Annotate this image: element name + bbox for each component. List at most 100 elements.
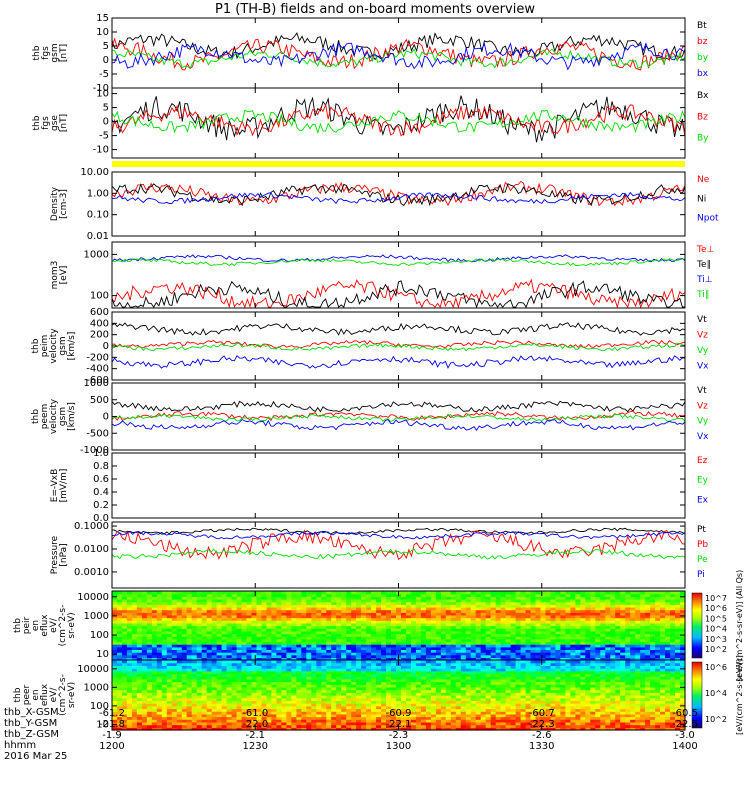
spectrogram-cell bbox=[221, 670, 228, 675]
spectrogram-cell bbox=[515, 614, 522, 619]
y-axis-label: gsm bbox=[50, 43, 60, 62]
spectrogram-cell bbox=[670, 622, 676, 627]
spectrogram-cell bbox=[186, 695, 193, 699]
spectrogram-cell bbox=[256, 599, 263, 603]
spectrogram-cell bbox=[570, 599, 576, 603]
spectrogram-cell bbox=[226, 628, 233, 632]
spectrogram-cell bbox=[650, 636, 656, 640]
spectrogram-cell bbox=[166, 649, 173, 653]
spectrogram-cell bbox=[540, 601, 547, 605]
spectrogram-cell bbox=[216, 719, 223, 723]
spectrogram-cell bbox=[316, 609, 322, 613]
spectrogram-cell bbox=[555, 649, 562, 653]
spectrogram-cell bbox=[122, 657, 128, 661]
spectrogram-cell bbox=[226, 614, 233, 619]
spectrogram-cell bbox=[316, 622, 322, 627]
spectrogram-cell bbox=[610, 599, 616, 603]
spectrogram-cell bbox=[670, 657, 676, 661]
spectrogram-cell bbox=[415, 705, 422, 710]
spectrogram-cell bbox=[166, 646, 173, 650]
spectrogram-cell bbox=[286, 695, 292, 699]
spectrogram-cell bbox=[386, 692, 392, 696]
spectrogram-cell bbox=[181, 697, 188, 701]
spectrogram-cell bbox=[485, 625, 492, 629]
spectrogram-cell bbox=[565, 620, 571, 624]
spectrogram-cell bbox=[296, 673, 302, 677]
spectrogram-cell bbox=[246, 681, 253, 685]
spectrogram-cell bbox=[281, 713, 287, 718]
spectrogram-cell bbox=[415, 638, 422, 643]
spectrogram-cell bbox=[376, 678, 382, 683]
spectrogram-cell bbox=[525, 638, 532, 643]
spectrogram-cell bbox=[435, 657, 442, 661]
spectrogram-cell bbox=[425, 601, 432, 605]
spectrogram-cell bbox=[286, 670, 292, 675]
spectrogram-cell bbox=[311, 649, 317, 653]
spectrogram-cell bbox=[545, 593, 552, 597]
spectrogram-cell bbox=[201, 596, 208, 600]
spectrogram-cell bbox=[216, 617, 223, 621]
spectrogram-cell bbox=[171, 713, 178, 718]
spectrogram-cell bbox=[126, 708, 133, 712]
spectrogram-cell bbox=[276, 681, 282, 685]
spectrogram-cell bbox=[261, 719, 268, 723]
spectrogram-cell bbox=[445, 641, 452, 645]
spectrogram-cell bbox=[161, 596, 168, 600]
spectrogram-cell bbox=[420, 684, 427, 688]
spectrogram-cell bbox=[256, 660, 263, 664]
spectrogram-cell bbox=[151, 591, 158, 595]
spectrogram-cell bbox=[146, 703, 153, 707]
spectrogram-cell bbox=[241, 606, 248, 611]
spectrogram-cell bbox=[311, 708, 317, 712]
spectrogram-cell bbox=[500, 630, 507, 635]
spectrogram-cell bbox=[306, 591, 312, 595]
spectrogram-cell bbox=[625, 638, 631, 643]
spectrogram-cell bbox=[455, 614, 462, 619]
spectrogram-cell bbox=[665, 641, 671, 645]
spectrogram-cell bbox=[450, 620, 457, 624]
spectrogram-cell bbox=[176, 606, 183, 611]
spectrogram-cell bbox=[216, 665, 223, 669]
spectrogram-cell bbox=[206, 599, 213, 603]
spectrogram-cell bbox=[560, 612, 566, 616]
spectrogram-cell bbox=[126, 665, 133, 669]
spectrogram-cell bbox=[356, 591, 362, 595]
spectrogram-cell bbox=[191, 689, 198, 693]
legend-Vy: Vy bbox=[697, 417, 709, 427]
spectrogram-cell bbox=[161, 700, 168, 704]
spectrogram-cell bbox=[341, 617, 347, 621]
spectrogram-cell bbox=[331, 719, 337, 723]
spectrogram-cell bbox=[161, 670, 168, 675]
spectrogram-cell bbox=[326, 662, 332, 666]
spectrogram-cell bbox=[281, 660, 287, 664]
spectrogram-cell bbox=[231, 614, 238, 619]
spectrogram-cell bbox=[186, 591, 193, 595]
spectrogram-cell bbox=[645, 625, 651, 629]
spectrogram-cell bbox=[660, 638, 666, 643]
spectrogram-cell bbox=[465, 612, 472, 616]
spectrogram-cell bbox=[545, 638, 552, 643]
spectrogram-cell bbox=[535, 596, 542, 600]
spectrogram-cell bbox=[550, 652, 557, 656]
spectrogram-cell bbox=[221, 700, 228, 704]
spectrogram-cell bbox=[331, 596, 337, 600]
spectrogram-cell bbox=[366, 670, 372, 675]
series-line-by bbox=[111, 48, 686, 69]
spectrogram-cell bbox=[346, 716, 352, 720]
spectrogram-cell bbox=[166, 711, 173, 715]
spectrogram-cell bbox=[276, 620, 282, 624]
spectrogram-cell bbox=[206, 697, 213, 701]
spectrogram-cell bbox=[550, 644, 557, 648]
spectrogram-cell bbox=[291, 633, 297, 637]
spectrogram-cell bbox=[246, 612, 253, 616]
spectrogram-cell bbox=[530, 646, 537, 650]
spectrogram-cell bbox=[171, 604, 178, 608]
spectrogram-cell bbox=[575, 601, 581, 605]
spectrogram-cell bbox=[351, 678, 357, 683]
spectrogram-cell bbox=[131, 654, 138, 658]
spectrogram-cell bbox=[251, 601, 258, 605]
spectrogram-cell bbox=[276, 689, 282, 693]
spectrogram-cell bbox=[156, 609, 163, 613]
spectrogram-cell bbox=[415, 646, 422, 650]
spectrogram-cell bbox=[151, 628, 158, 632]
